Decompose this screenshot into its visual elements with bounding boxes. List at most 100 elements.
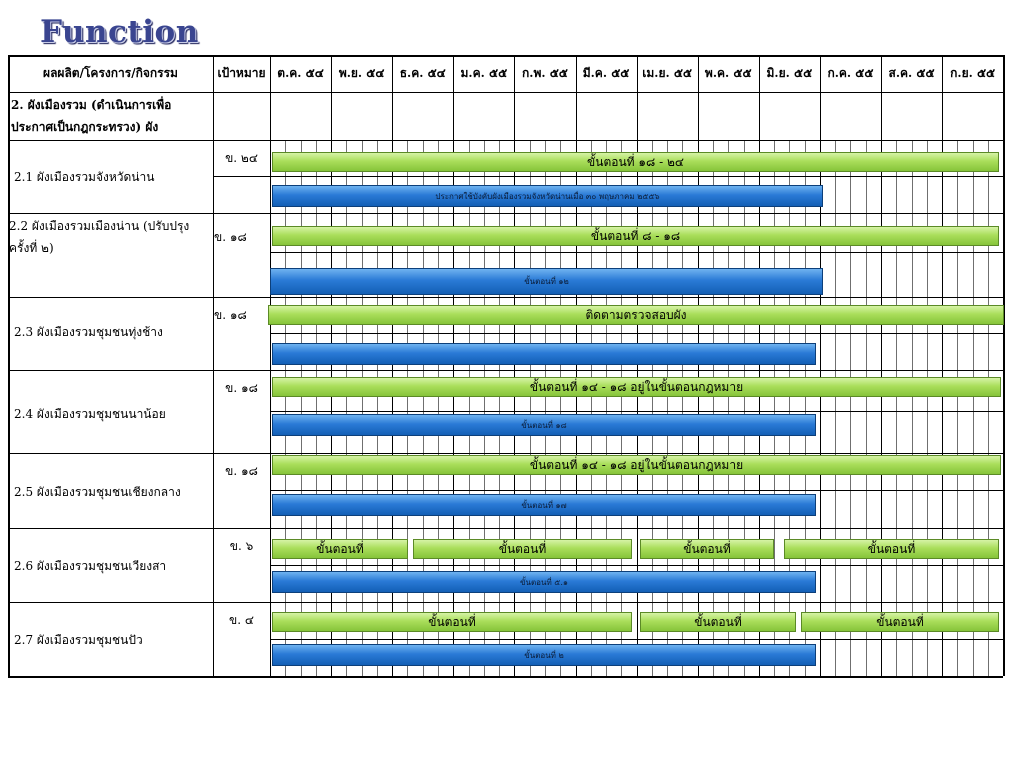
row-border bbox=[8, 370, 1003, 371]
activity-name: 2.4 ผังเมืองรวมชุมชนนาน้อย bbox=[14, 407, 166, 421]
week-gridline bbox=[804, 140, 806, 676]
week-gridline bbox=[468, 140, 470, 676]
week-gridline bbox=[972, 140, 974, 676]
week-gridline bbox=[682, 140, 684, 676]
header-month: ส.ค. ๕๕ bbox=[888, 66, 935, 80]
week-gridline bbox=[499, 140, 501, 676]
row-border bbox=[8, 213, 1003, 214]
plan-bar: ติดตามตรวจสอบผัง bbox=[268, 305, 1004, 325]
plan-bar: ขั้นตอนที่ ๑๔ - ๑๘ อยู่ในขั้นตอนกฎหมาย bbox=[272, 455, 1001, 475]
week-gridline bbox=[896, 140, 898, 676]
week-gridline bbox=[926, 140, 928, 676]
target-value: ข. ๔ bbox=[229, 613, 254, 627]
row-border bbox=[213, 176, 1003, 177]
week-gridline bbox=[667, 140, 669, 676]
week-gridline bbox=[544, 140, 546, 676]
plan-bar: ขั้นตอนที่ bbox=[272, 539, 408, 559]
target-value: ข. ๒๔ bbox=[225, 151, 258, 165]
header-month: ก.พ. ๕๕ bbox=[522, 66, 568, 80]
row-border bbox=[8, 140, 1003, 141]
column-border bbox=[514, 55, 516, 676]
week-gridline bbox=[422, 140, 424, 676]
week-gridline bbox=[315, 140, 317, 676]
column-border bbox=[819, 55, 821, 676]
activity-name: 2.7 ผังเมืองรวมชุมชนปัว bbox=[14, 633, 143, 647]
column-border bbox=[270, 55, 271, 676]
row-border bbox=[270, 565, 1003, 566]
week-gridline bbox=[728, 140, 730, 676]
week-gridline bbox=[835, 140, 837, 676]
row-border bbox=[8, 55, 1003, 57]
week-gridline bbox=[789, 140, 791, 676]
week-gridline bbox=[850, 140, 852, 676]
header-month: พ.ค. ๕๕ bbox=[704, 66, 752, 80]
activity-name: 2.6 ผังเมืองรวมชุมชนเวียงสา bbox=[14, 559, 167, 573]
column-border bbox=[881, 55, 882, 676]
plan-bar: ขั้นตอนที่ bbox=[413, 539, 632, 559]
header-month: ธ.ค. ๕๔ bbox=[399, 66, 446, 80]
week-gridline bbox=[438, 140, 440, 676]
column-border bbox=[392, 55, 394, 676]
plan-bar: ขั้นตอนที่ bbox=[272, 612, 632, 632]
header-month: เม.ย. ๕๕ bbox=[642, 66, 693, 80]
week-gridline bbox=[529, 140, 531, 676]
target-value: ข. ๑๘ bbox=[225, 381, 258, 395]
week-gridline bbox=[957, 140, 959, 676]
plan-bar: ขั้นตอนที่ bbox=[640, 612, 796, 632]
plan-bar: ขั้นตอนที่ ๑๔ - ๑๘ อยู่ในขั้นตอนกฎหมาย bbox=[272, 377, 1001, 397]
week-gridline bbox=[621, 140, 623, 676]
week-gridline bbox=[911, 140, 913, 676]
week-gridline bbox=[606, 140, 608, 676]
actual-bar: ขั้นตอนที่ ๑๒ bbox=[270, 268, 823, 295]
header-month: ม.ค. ๕๕ bbox=[460, 66, 508, 80]
row-border bbox=[8, 297, 1003, 298]
row-border bbox=[8, 453, 1003, 454]
activity-name: 2.3 ผังเมืองรวมชุมชนทุ่งช้าง bbox=[14, 325, 163, 339]
actual-bar: ขั้นตอนที่ ๑๗ bbox=[272, 494, 816, 516]
header-month: พ.ย. ๕๔ bbox=[338, 66, 385, 80]
plan-bar: ขั้นตอนที่ bbox=[640, 539, 774, 559]
header-month: มี.ค. ๕๕ bbox=[582, 66, 630, 80]
column-border bbox=[697, 55, 699, 676]
row-border bbox=[8, 602, 1003, 603]
plan-bar: ขั้นตอนที่ bbox=[784, 539, 999, 559]
page-title: Function bbox=[40, 14, 199, 50]
actual-bar bbox=[272, 343, 816, 365]
row-border bbox=[8, 528, 1003, 529]
target-value: ข. ๖ bbox=[229, 539, 254, 553]
week-gridline bbox=[407, 140, 409, 676]
week-gridline bbox=[590, 140, 592, 676]
actual-bar: ขั้นตอนที่ ๒ bbox=[272, 644, 816, 666]
week-gridline bbox=[774, 140, 776, 676]
section-heading: 2. ผังเมืองรวม (ดำเนินการเพื่อ ประกาศเป็น… bbox=[11, 98, 172, 134]
plan-bar: ขั้นตอนที่ ๘ - ๑๘ bbox=[272, 226, 999, 246]
actual-bar: ประกาศใช้บังคับผังเมืองรวมจังหวัดน่านเมื… bbox=[272, 185, 823, 207]
header-month: ต.ค. ๕๔ bbox=[277, 66, 324, 80]
week-gridline bbox=[300, 140, 302, 676]
column-border bbox=[942, 55, 944, 676]
week-gridline bbox=[483, 140, 485, 676]
column-border bbox=[575, 55, 577, 676]
week-gridline bbox=[987, 140, 989, 676]
week-gridline bbox=[285, 140, 287, 676]
week-gridline bbox=[651, 140, 653, 676]
week-gridline bbox=[865, 140, 867, 676]
activity-name: 2.2 ผังเมืองรวมเมืองน่าน (ปรับปรุง ครั้งท… bbox=[9, 219, 190, 255]
target-value: ข. ๑๘ bbox=[214, 230, 247, 244]
week-gridline bbox=[346, 140, 348, 676]
column-border bbox=[331, 55, 333, 676]
column-border bbox=[213, 55, 214, 676]
activity-name: 2.1 ผังเมืองรวมจังหวัดน่าน bbox=[14, 170, 155, 184]
column-border bbox=[8, 55, 10, 676]
activity-name: 2.5 ผังเมืองรวมชุมชนเชียงกลาง bbox=[14, 485, 181, 499]
row-border bbox=[270, 490, 1003, 491]
week-gridline bbox=[712, 140, 714, 676]
row-border bbox=[270, 411, 1003, 412]
header-month: ก.ย. ๕๕ bbox=[950, 66, 996, 80]
plan-bar: ขั้นตอนที่ ๑๘ - ๒๔ bbox=[272, 152, 999, 172]
row-border bbox=[270, 639, 1003, 640]
row-border bbox=[8, 676, 1003, 678]
target-value: ข. ๑๘ bbox=[225, 464, 258, 478]
target-value: ข. ๑๘ bbox=[214, 308, 247, 322]
row-border bbox=[270, 333, 1003, 334]
